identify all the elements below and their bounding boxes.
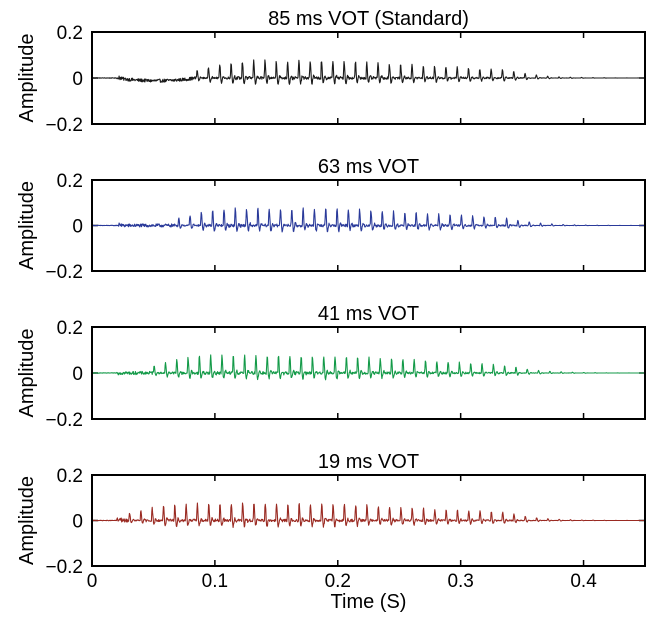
y-axis-label: Amplitude: [16, 329, 38, 418]
panel-title: 85 ms VOT (Standard): [268, 8, 469, 30]
y-tick-label: 0.2: [57, 318, 83, 339]
x-tick-label: 0: [87, 571, 98, 592]
x-tick-label: 0.3: [447, 571, 473, 592]
y-axis-label: Amplitude: [16, 34, 38, 123]
x-axis-label: Time (S): [331, 591, 407, 613]
panel-1: 85 ms VOT (Standard) Amplitude 0.2 0 −0.2: [16, 8, 646, 136]
plot-frame: [91, 474, 646, 567]
panel-2: 63 ms VOT Amplitude 0.2 0 −0.2: [16, 156, 646, 283]
y-tick-label: 0: [72, 69, 83, 90]
plot-frame: [91, 326, 646, 420]
panel-title: 19 ms VOT: [318, 451, 419, 473]
panel-title: 41 ms VOT: [318, 303, 419, 325]
y-tick-label: 0.2: [57, 171, 83, 192]
plot-frame: [91, 31, 646, 125]
y-tick-label: −0.2: [45, 557, 83, 578]
y-tick-label: 0: [72, 364, 83, 385]
y-tick-label: −0.2: [45, 410, 83, 431]
x-tick-label: 0.4: [570, 571, 597, 592]
y-tick-label: 0.2: [57, 466, 83, 487]
waveform-line: [91, 59, 645, 85]
plot-frame: [91, 179, 646, 272]
x-tick-label: 0.2: [325, 571, 351, 592]
panel-3: 41 ms VOT Amplitude 0.2 0 −0.2: [16, 303, 646, 431]
y-tick-label: 0.2: [57, 23, 83, 44]
y-tick-label: 0: [72, 217, 83, 238]
y-tick-label: 0: [72, 512, 83, 533]
waveform-line: [91, 354, 645, 381]
y-tick-label: −0.2: [45, 115, 83, 136]
x-tick-label: 0.1: [202, 571, 228, 592]
waveform-line: [91, 207, 645, 233]
panel-title: 63 ms VOT: [318, 156, 419, 178]
y-axis-label: Amplitude: [16, 476, 38, 565]
y-axis-label: Amplitude: [16, 181, 38, 270]
y-tick-label: −0.2: [45, 262, 83, 283]
waveform-line: [91, 502, 645, 528]
